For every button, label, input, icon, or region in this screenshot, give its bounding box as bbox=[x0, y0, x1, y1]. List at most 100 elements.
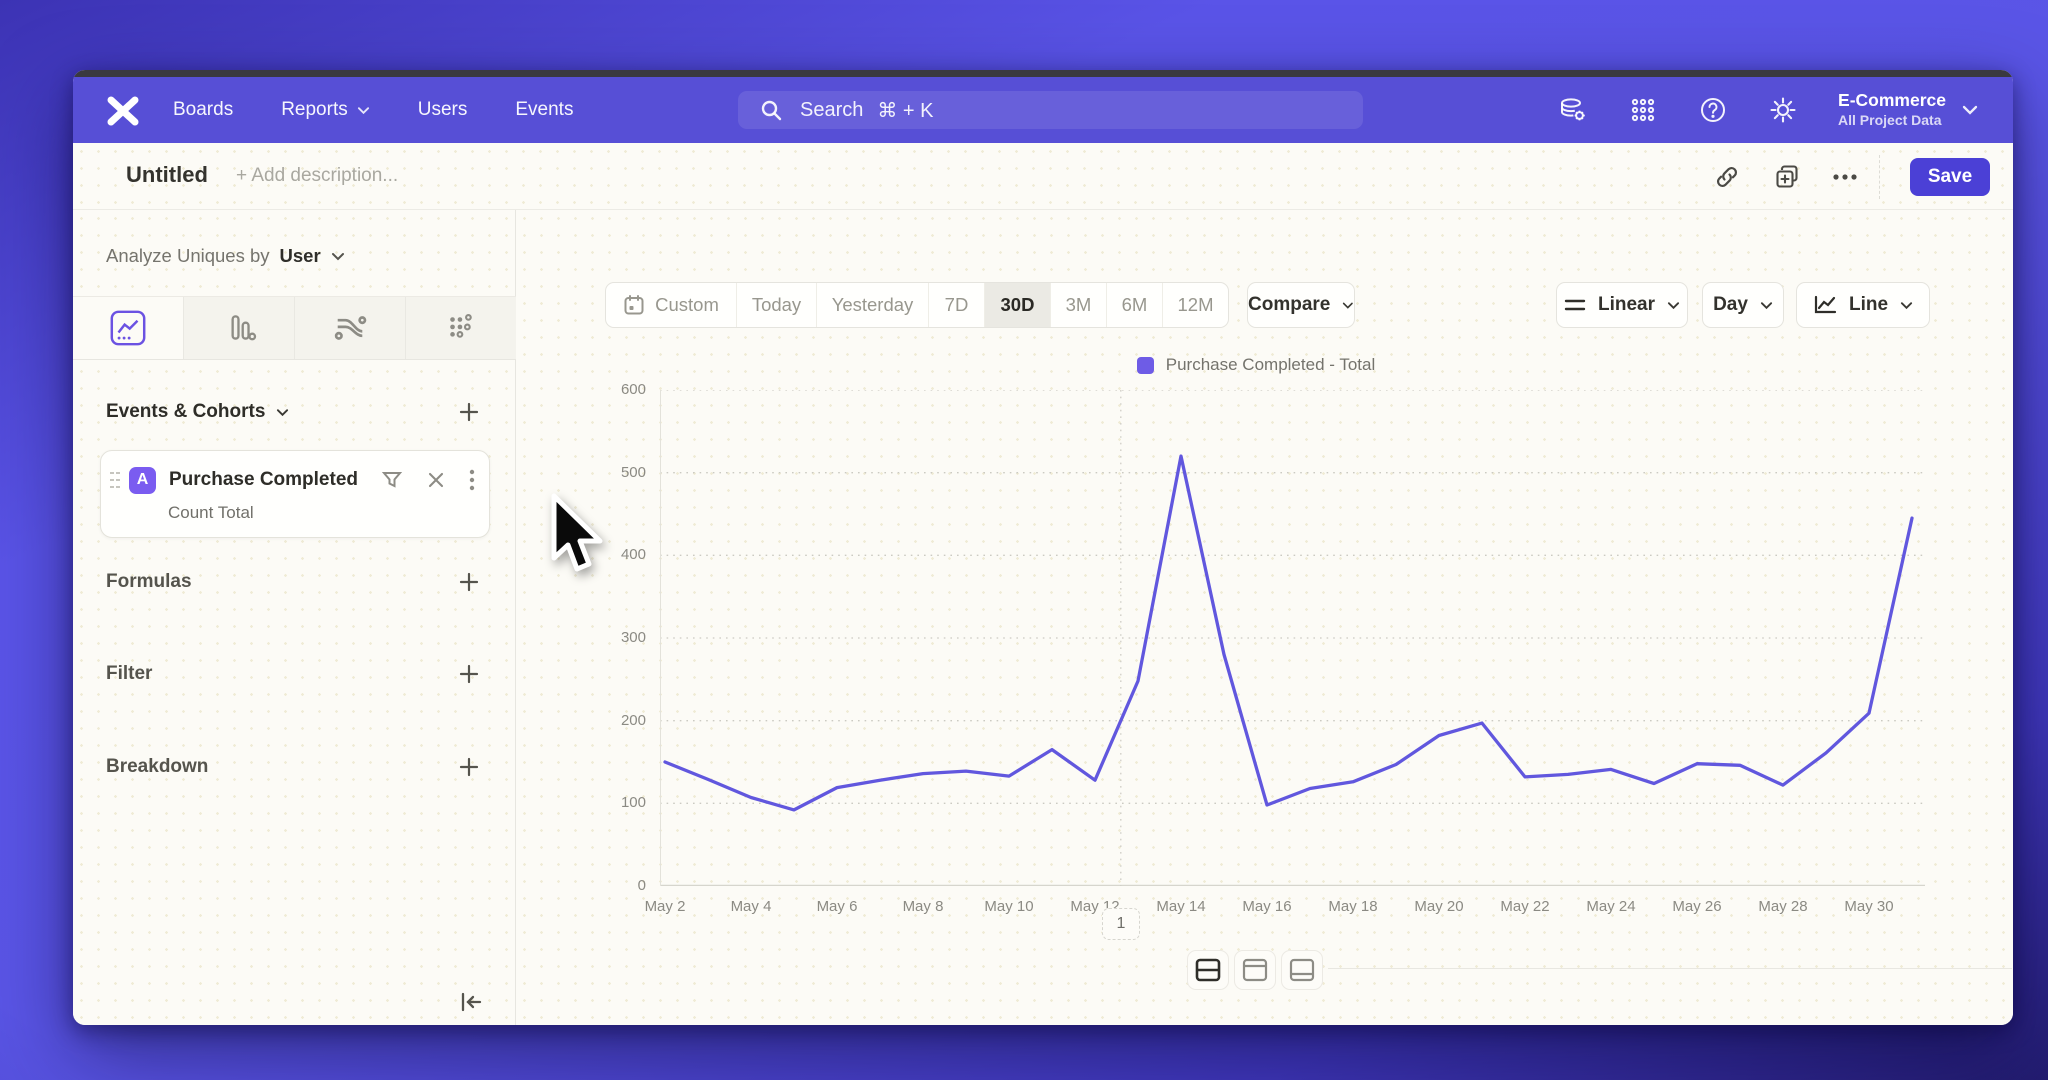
report-title[interactable]: Untitled bbox=[126, 162, 208, 187]
nav-item-boards[interactable]: Boards bbox=[173, 99, 234, 120]
legend-label: Purchase Completed - Total bbox=[1165, 355, 1376, 374]
chart-panel: Custom Today Yesterday 7D 30D 3M 6M 12M Compare… bbox=[516, 210, 2013, 1025]
add-event-button[interactable] bbox=[455, 398, 483, 426]
analyze-label: Analyze Uniques by bbox=[106, 245, 270, 266]
project-switcher[interactable]: E-Commerce All Project Data bbox=[1838, 90, 1978, 129]
panel-divider bbox=[1328, 968, 2012, 969]
chevron-down-icon bbox=[1900, 301, 1913, 309]
event-count-type[interactable]: Count Total bbox=[168, 503, 254, 522]
x-axis-tick: May 2 bbox=[644, 898, 686, 915]
event-letter-badge: A bbox=[129, 466, 156, 494]
compare-button[interactable]: Compare bbox=[1247, 282, 1355, 328]
add-description-field[interactable]: + Add description... bbox=[236, 165, 399, 186]
nav-item-reports[interactable]: Reports bbox=[281, 99, 370, 121]
filter-event-icon[interactable] bbox=[381, 469, 403, 491]
x-axis-tick: May 4 bbox=[730, 898, 772, 915]
data-management-icon[interactable] bbox=[1558, 95, 1588, 125]
events-cohorts-title[interactable]: Events & Cohorts bbox=[106, 401, 289, 423]
x-axis-tick: May 16 bbox=[1242, 898, 1292, 915]
settings-gear-icon[interactable] bbox=[1768, 95, 1798, 125]
copy-link-icon[interactable] bbox=[1711, 161, 1743, 193]
remove-event-icon[interactable] bbox=[427, 471, 445, 489]
chart-type-selector-button[interactable]: Line bbox=[1796, 282, 1930, 328]
tab-flows[interactable] bbox=[294, 297, 405, 359]
query-builder-sidebar: Analyze Uniques by User Events & Cohorts bbox=[73, 210, 516, 1025]
layout-toggle-group bbox=[1187, 950, 1323, 990]
chevron-down-icon bbox=[1667, 301, 1680, 309]
x-axis-tick: May 26 bbox=[1672, 898, 1722, 915]
x-axis-tick: May 28 bbox=[1758, 898, 1808, 915]
chevron-down-icon bbox=[1343, 302, 1354, 309]
search-input[interactable]: Search ⌘ + K bbox=[738, 91, 1363, 129]
tab-scatter[interactable] bbox=[405, 297, 516, 359]
range-6m[interactable]: 6M bbox=[1106, 283, 1162, 327]
analyze-uniques-control[interactable]: Analyze Uniques by User bbox=[106, 245, 345, 267]
duplicate-icon[interactable] bbox=[1771, 161, 1803, 193]
analyze-value[interactable]: User bbox=[279, 245, 321, 266]
y-axis-tick: 100 bbox=[620, 794, 646, 812]
project-name: E-Commerce bbox=[1838, 90, 1946, 111]
range-12m[interactable]: 12M bbox=[1162, 283, 1228, 327]
nav-menu: Boards Reports Users Events bbox=[173, 77, 573, 143]
x-axis-tick: May 10 bbox=[984, 898, 1034, 915]
search-icon bbox=[756, 95, 786, 125]
chart-page-badge[interactable]: 1 bbox=[1102, 908, 1140, 940]
x-axis-tick: May 8 bbox=[902, 898, 944, 915]
line-chart-icon bbox=[1814, 295, 1837, 314]
tab-bar-chart[interactable] bbox=[183, 297, 294, 359]
more-options-icon[interactable] bbox=[1829, 161, 1861, 193]
add-formulas-button[interactable] bbox=[455, 568, 483, 596]
nav-right-cluster: E-Commerce All Project Data bbox=[1558, 77, 1978, 143]
event-card[interactable]: A Purchase Completed bbox=[100, 450, 490, 538]
event-name[interactable]: Purchase Completed bbox=[169, 469, 358, 490]
report-header-bar: Untitled + Add description... Save bbox=[73, 143, 2013, 210]
interval-selector-button[interactable]: Day bbox=[1702, 282, 1784, 328]
layout-top-bar-button[interactable] bbox=[1234, 950, 1276, 990]
x-axis-tick: May 20 bbox=[1414, 898, 1464, 915]
linear-scale-icon bbox=[1564, 299, 1586, 311]
x-axis-tick: May 30 bbox=[1844, 898, 1894, 915]
tab-line-chart[interactable] bbox=[73, 297, 183, 359]
apps-grid-icon[interactable] bbox=[1628, 95, 1658, 125]
header-divider bbox=[1879, 155, 1880, 199]
range-custom[interactable]: Custom bbox=[606, 283, 736, 327]
chevron-down-icon bbox=[1962, 105, 1978, 115]
range-7d[interactable]: 7D bbox=[928, 283, 984, 327]
calendar-icon bbox=[623, 294, 645, 316]
search-shortcut: ⌘ + K bbox=[877, 99, 934, 122]
sidebar-group-breakdown: Breakdown bbox=[106, 753, 483, 781]
range-3m[interactable]: 3M bbox=[1050, 283, 1106, 327]
x-axis-tick: May 14 bbox=[1156, 898, 1206, 915]
y-axis-tick: 0 bbox=[637, 877, 646, 894]
legend-color-swatch bbox=[1136, 356, 1154, 374]
y-axis-tick: 300 bbox=[620, 629, 646, 646]
help-icon[interactable] bbox=[1698, 95, 1728, 125]
mixpanel-logo-icon[interactable] bbox=[103, 94, 143, 128]
add-breakdown-button[interactable] bbox=[455, 753, 483, 781]
nav-item-users[interactable]: Users bbox=[417, 99, 468, 120]
scale-selector-button[interactable]: Linear bbox=[1556, 282, 1688, 328]
nav-item-events[interactable]: Events bbox=[515, 99, 574, 120]
group-label: Formulas bbox=[106, 571, 192, 592]
collapse-sidebar-icon[interactable] bbox=[458, 990, 486, 1018]
scatter-icon bbox=[443, 310, 479, 346]
add-filter-button[interactable] bbox=[455, 660, 483, 688]
x-axis-tick: May 24 bbox=[1586, 898, 1636, 915]
search-placeholder: Search bbox=[800, 98, 864, 121]
range-30d[interactable]: 30D bbox=[984, 283, 1050, 327]
app-window: Boards Reports Users Events Search ⌘ + K bbox=[73, 70, 2013, 1025]
sidebar-group-formulas: Formulas bbox=[106, 568, 483, 596]
x-axis-tick: May 22 bbox=[1500, 898, 1550, 915]
event-more-options-icon[interactable] bbox=[469, 469, 475, 491]
layout-split-horizontal-button[interactable] bbox=[1187, 950, 1229, 990]
line-chart-plot[interactable] bbox=[660, 390, 1925, 886]
drag-handle-icon[interactable] bbox=[109, 470, 121, 490]
flows-icon bbox=[331, 309, 369, 347]
range-today[interactable]: Today bbox=[736, 283, 816, 327]
window-chrome-strip bbox=[73, 70, 2013, 77]
save-button[interactable]: Save bbox=[1910, 158, 1990, 196]
layout-bottom-bar-button[interactable] bbox=[1281, 950, 1323, 990]
range-yesterday[interactable]: Yesterday bbox=[816, 283, 928, 327]
chart-legend[interactable]: Purchase Completed - Total bbox=[1056, 355, 1456, 375]
